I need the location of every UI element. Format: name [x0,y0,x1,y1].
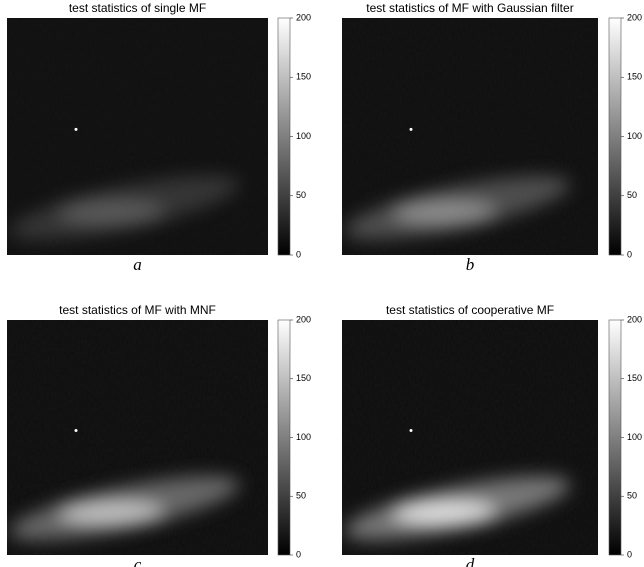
heatmap-image [7,320,268,555]
plume [344,175,570,240]
plume-core [393,200,496,225]
colorbar-tick-label: 150 [296,373,311,383]
colorbar-tick-label: 200 [627,314,642,324]
panel-letter: d [466,555,475,567]
colorbar-tick-label: 0 [627,549,632,559]
panel-letter: b [466,255,475,274]
colorbar-tick-label: 50 [296,491,306,501]
colorbar-tick-label: 200 [296,12,311,22]
colorbar-tick-label: 50 [627,190,637,200]
colorbar-tick-label: 100 [627,432,642,442]
hot-pixel [409,428,413,432]
colorbar-tick-label: 100 [296,131,311,141]
colorbar-tick-label: 150 [627,373,642,383]
hot-pixel [74,127,78,131]
colorbar-tick-label: 150 [296,72,311,82]
plume [9,175,240,240]
heatmap-image [7,18,268,255]
colorbar [277,319,291,556]
plume [344,476,570,540]
panel-letter: a [133,255,142,274]
panel-title: test statistics of MF with Gaussian filt… [366,1,573,15]
colorbar-tick-label: 0 [296,549,301,559]
colorbar-tick-label: 150 [627,72,642,82]
plume-core [59,200,164,225]
plume-core [393,500,496,525]
panel-title: test statistics of single MF [69,1,206,15]
plume [9,475,240,541]
colorbar-tick-label: 0 [627,249,632,259]
panel-title: test statistics of MF with MNF [59,303,216,317]
colorbar [608,319,622,556]
hot-pixel [409,127,413,131]
heatmap-image [342,320,598,555]
colorbar-tick-label: 50 [296,190,306,200]
colorbar-tick-label: 100 [296,432,311,442]
plume-core [59,500,164,525]
colorbar [277,17,291,256]
colorbar-tick-label: 0 [296,249,301,259]
colorbar-tick-label: 200 [627,12,642,22]
panel-letter: c [134,555,142,567]
colorbar [608,17,622,256]
colorbar-tick-label: 50 [627,491,637,501]
colorbar-tick-label: 200 [296,314,311,324]
heatmap-image [342,18,598,255]
colorbar-tick-label: 100 [627,131,642,141]
panel-title: test statistics of cooperative MF [386,303,554,317]
hot-pixel [74,428,78,432]
